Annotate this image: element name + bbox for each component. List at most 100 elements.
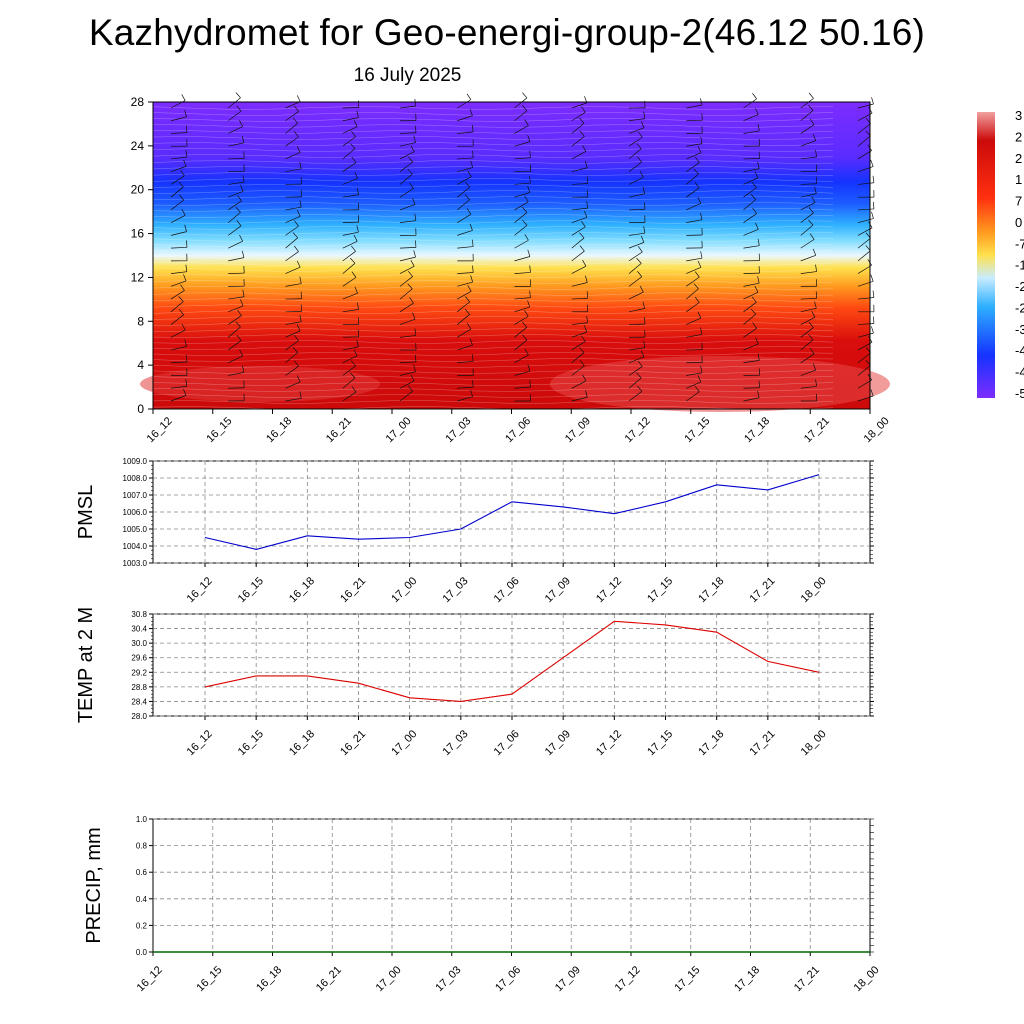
contour-line: [152, 376, 834, 380]
wind-barb-flag: [752, 207, 757, 214]
wind-barb-flag: [636, 372, 642, 379]
wind-barb: [743, 397, 760, 402]
wind-barb-flag: [700, 251, 703, 259]
wind-barb: [686, 203, 701, 211]
wind-barb: [800, 369, 816, 376]
wind-barb-flag: [357, 302, 359, 310]
wind-barb: [686, 187, 700, 198]
colorbar-label: 7: [1015, 194, 1022, 209]
x-tick-label: 18_00: [799, 575, 829, 605]
wind-barb: [399, 361, 416, 364]
wind-barb: [399, 142, 416, 147]
wind-barb: [228, 225, 242, 236]
wind-barb-flag: [356, 187, 359, 195]
wind-barb: [743, 177, 759, 185]
wind-barb-flag: [354, 171, 358, 179]
wind-barb: [228, 355, 243, 364]
wind-barb-flag: [407, 270, 413, 277]
wind-barb: [800, 297, 817, 300]
wind-barb: [686, 317, 702, 325]
colorbar-label: 2: [1015, 151, 1022, 166]
wind-barb: [686, 288, 699, 300]
wind-barb: [743, 314, 756, 325]
wind-barb-flag: [697, 146, 702, 153]
x-tick-label: 17_06: [492, 728, 522, 758]
contour-line: [152, 172, 834, 176]
wind-barb: [228, 340, 242, 351]
contour-line: [152, 328, 834, 332]
contour-line: [152, 334, 834, 338]
wind-barb: [228, 126, 243, 134]
wind-barb: [571, 322, 588, 325]
wind-barb: [285, 251, 299, 262]
x-tick-label: 17_09: [563, 415, 593, 445]
wind-barb-flag: [292, 117, 298, 124]
wind-barb-flag: [522, 321, 528, 328]
y-tick-label: 30.0: [131, 639, 147, 648]
wind-barb-flag: [815, 379, 817, 387]
y-axis-label: TEMP at 2 M: [75, 607, 97, 723]
wind-barb-flag: [579, 130, 585, 137]
wind-barb-flag: [236, 105, 242, 112]
wind-barb: [399, 390, 413, 402]
x-tick-label: 16_18: [287, 728, 317, 758]
wind-barb-flag: [870, 389, 874, 397]
wind-barb: [743, 327, 757, 338]
wind-barb: [228, 315, 242, 325]
y-tick-label: 12: [131, 270, 145, 284]
wind-barb: [170, 214, 186, 223]
wind-barb: [399, 288, 413, 300]
wind-barb: [857, 208, 874, 211]
contour-line: [152, 124, 834, 128]
wind-barb: [628, 323, 646, 325]
wind-barb-flag: [522, 207, 528, 213]
wind-barb: [342, 377, 356, 389]
wind-barb: [285, 397, 302, 402]
wind-barb: [857, 379, 872, 389]
contour-line: [152, 346, 834, 350]
wind-barb-flag: [350, 143, 356, 149]
plot-frame: [152, 613, 871, 717]
warm-region: [550, 356, 890, 412]
wind-barb-flag: [472, 380, 474, 388]
wind-barb: [571, 217, 587, 223]
wind-barb-flag: [814, 186, 817, 194]
y-tick-label: 4: [137, 358, 144, 372]
wind-barb: [170, 231, 187, 236]
wind-barb-flag: [470, 275, 474, 283]
wind-barb: [342, 240, 358, 249]
wind-barb-flag: [464, 308, 470, 315]
wind-barb: [857, 150, 872, 160]
wind-barb-flag: [529, 176, 531, 184]
wind-barb: [342, 136, 356, 147]
wind-barb: [571, 207, 588, 211]
wind-barb: [571, 123, 585, 134]
wind-barb: [743, 245, 760, 249]
x-tick-label: 17_03: [440, 728, 470, 758]
wind-barb-flag: [700, 212, 703, 220]
wind-barb-flag: [579, 245, 585, 252]
wind-barb-flag: [700, 365, 703, 373]
wind-barb: [342, 178, 358, 185]
wind-barb: [228, 371, 244, 376]
wind-barb: [170, 246, 187, 249]
wind-barb: [514, 370, 531, 376]
wind-barb-flag: [527, 364, 531, 372]
wind-barb-flag: [694, 296, 700, 303]
wind-barb: [514, 339, 528, 351]
y-tick-label: 28.4: [131, 697, 147, 706]
wind-barb-flag: [693, 168, 699, 175]
wind-barb: [857, 264, 872, 274]
wind-barb-flag: [814, 301, 817, 309]
x-tick-label: 17_03: [443, 415, 473, 445]
contour-line: [152, 292, 834, 296]
wind-barb-flag: [872, 290, 875, 298]
wind-barb: [285, 111, 299, 122]
wind-barb-flag: [296, 95, 301, 102]
wind-barb-flag: [584, 325, 588, 333]
wind-barb-flag: [353, 120, 358, 127]
wind-barb-flag: [815, 264, 817, 272]
wind-barb-flag: [235, 92, 241, 98]
colorbar-label: -1: [1015, 258, 1024, 273]
wind-barb-flag: [351, 156, 357, 163]
